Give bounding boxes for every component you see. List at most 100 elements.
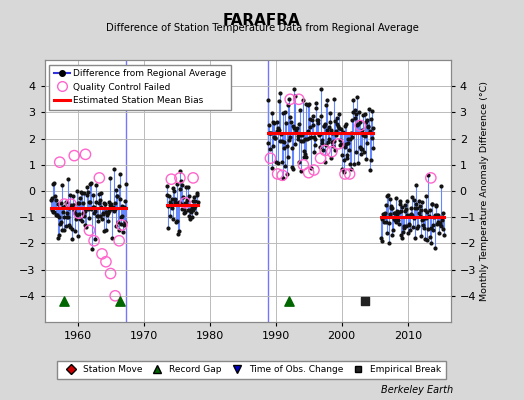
Point	[167, 202, 176, 208]
Point	[320, 122, 329, 129]
Point	[173, 181, 181, 187]
Point	[437, 223, 445, 230]
Point	[342, 140, 351, 147]
Point	[438, 214, 446, 220]
Point	[99, 211, 107, 217]
Point	[57, 219, 66, 226]
Point	[81, 151, 90, 158]
Point	[388, 232, 397, 238]
Point	[70, 207, 79, 213]
Point	[268, 118, 277, 125]
Point	[432, 202, 441, 208]
Point	[103, 210, 112, 217]
Point	[303, 136, 311, 142]
Point	[48, 195, 57, 201]
Point	[438, 217, 446, 224]
Point	[94, 190, 103, 197]
Point	[71, 228, 80, 234]
Point	[67, 201, 75, 207]
Point	[330, 96, 338, 102]
Point	[305, 124, 314, 130]
Point	[276, 138, 284, 144]
Point	[408, 194, 417, 200]
Point	[315, 143, 324, 150]
Point	[58, 182, 67, 188]
Point	[66, 192, 74, 198]
Point	[423, 237, 432, 244]
Point	[385, 220, 394, 227]
Point	[179, 206, 188, 212]
Point	[80, 190, 88, 196]
Point	[81, 208, 89, 214]
Point	[163, 192, 171, 198]
Point	[179, 193, 187, 200]
Point	[176, 168, 184, 174]
Point	[328, 130, 336, 136]
Point	[392, 211, 401, 218]
Point	[93, 213, 101, 219]
Point	[270, 134, 278, 140]
Point	[93, 218, 102, 224]
Point	[75, 210, 83, 216]
Point	[412, 201, 420, 208]
Point	[383, 192, 391, 199]
Point	[97, 190, 106, 196]
Point	[281, 109, 289, 116]
Point	[105, 175, 114, 182]
Point	[117, 222, 126, 228]
Point	[187, 209, 195, 216]
Point	[264, 139, 272, 146]
Point	[180, 210, 189, 216]
Point	[288, 164, 296, 170]
Point	[325, 124, 333, 131]
Point	[185, 193, 193, 199]
Point	[52, 196, 60, 203]
Point	[112, 187, 121, 193]
Point	[350, 161, 358, 167]
Point	[347, 134, 356, 140]
Point	[317, 113, 325, 120]
Point	[321, 147, 330, 154]
Point	[88, 246, 96, 252]
Point	[164, 202, 172, 209]
Point	[115, 196, 124, 202]
Point	[439, 210, 447, 216]
Point	[359, 112, 368, 118]
Point	[82, 192, 91, 198]
Point	[341, 171, 349, 177]
Point	[84, 199, 93, 206]
Point	[72, 212, 81, 218]
Point	[108, 205, 117, 212]
Point	[402, 223, 410, 230]
Point	[405, 222, 413, 228]
Point	[406, 212, 414, 218]
Point	[399, 222, 408, 229]
Point	[350, 96, 358, 103]
Point	[356, 119, 364, 125]
Point	[55, 214, 63, 220]
Point	[74, 200, 83, 206]
Point	[104, 218, 112, 224]
Point	[90, 238, 99, 244]
Point	[325, 110, 334, 116]
Point	[297, 168, 305, 174]
Point	[47, 197, 56, 204]
Point	[309, 122, 317, 128]
Point	[91, 236, 99, 242]
Point	[84, 189, 92, 196]
Point	[357, 146, 366, 153]
Point	[181, 200, 189, 207]
Point	[366, 166, 374, 173]
Point	[367, 116, 375, 122]
Point	[280, 138, 288, 145]
Point	[50, 180, 59, 186]
Point	[192, 210, 200, 216]
Point	[338, 166, 346, 172]
Point	[49, 181, 57, 187]
Point	[302, 153, 310, 160]
Point	[63, 210, 71, 216]
Point	[60, 213, 69, 220]
Point	[427, 240, 435, 247]
Point	[264, 97, 272, 103]
Point	[352, 111, 360, 117]
